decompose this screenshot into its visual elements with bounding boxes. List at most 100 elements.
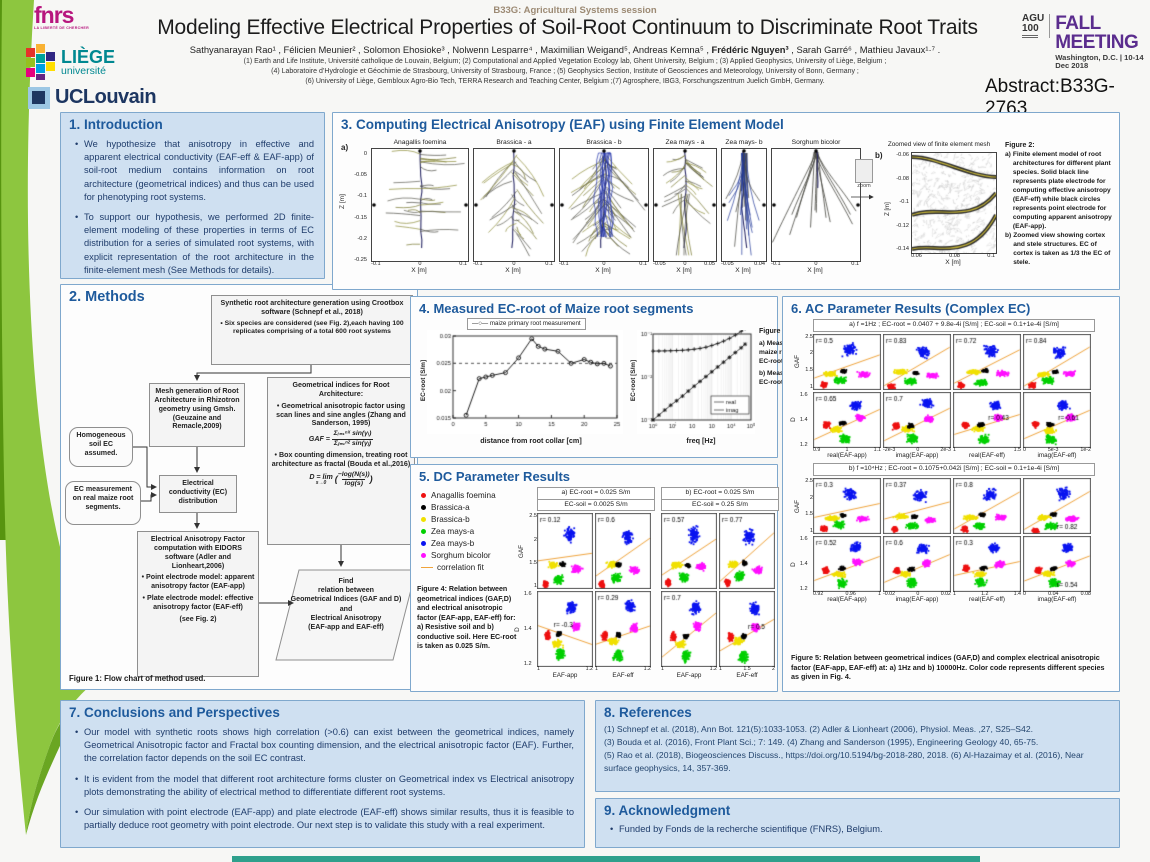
figure2-a-text: Finite element model of root architectur… (1013, 151, 1115, 231)
scatter-group-header: EC-soil = 0.25 S/m (661, 500, 779, 512)
intro-bullets: We hypothesize that anisotropy in effect… (61, 134, 324, 277)
flow-node-homogeneous: Homogeneous soil EC assumed. (69, 427, 133, 467)
scatter-panel-canvas (537, 513, 593, 589)
scatter-row: GAF 2.5 2 1.5 1 (791, 478, 1093, 534)
legend-label: Sorghum bicolor (431, 551, 491, 560)
zoom-box (855, 159, 873, 183)
fem-y-tick: -0.05 (354, 172, 367, 178)
mesh-canvas (911, 152, 997, 254)
authors-line: Sathyanarayan Rao¹ , Félicien Meunier² ,… (0, 44, 1130, 55)
scatter-y-label: D (514, 627, 521, 632)
legend-swatch (421, 529, 426, 534)
scatter-y-tick: 2.5 (805, 478, 813, 484)
legend-label: correlation fit (437, 563, 484, 572)
ac-group-wrap: b) f =10⁴Hz ; EC-root = 0.1075+0.042i [S… (791, 463, 1095, 603)
scatter-y-label: D (790, 417, 797, 422)
flow-node-eaf-note: (see Fig. 2) (141, 615, 255, 624)
scatter-y-ticks: 2.5 2 1.5 1 (804, 478, 813, 534)
ac-results-title: 6. AC Parameter Results (Complex EC) (783, 297, 1119, 316)
root-x-tick: -0.05 (721, 262, 734, 268)
scatter-y-tick: 1.5 (805, 367, 813, 373)
legend-item-0: Anagallis foemina (421, 491, 517, 500)
scatter-x-label: imag(EAF-eff) (1023, 453, 1091, 459)
mesh-x-tick: 0.06 (911, 254, 922, 260)
section-introduction: 1. Introduction We hypothesize that anis… (60, 112, 325, 279)
scatter-group-header: a) f =1Hz ; EC-root = 0.0407 + 9.8e-4i [… (813, 319, 1095, 332)
scatter-x-label: real(EAF-eff) (953, 597, 1021, 603)
section-acknowledgment: 9. Acknowledgment Funded by Fonds de la … (595, 798, 1120, 848)
figure2-caption: Figure 2: a) Finite element model of roo… (1005, 141, 1115, 268)
correlation-fit-swatch (421, 567, 433, 568)
scatter-y-axis: GAF 2.5 2 1.5 1 (515, 513, 537, 589)
poster-title: Modeling Effective Electrical Properties… (0, 16, 1135, 40)
root-x-label: X [m] (771, 268, 859, 275)
scatter-group-header: a) EC-root = 0.025 S/m (537, 487, 655, 500)
scatter-panel-canvas (537, 591, 593, 667)
scatter-y-axis: D 1.6 1.4 1.2 (515, 591, 537, 667)
legend-label: Anagallis foemina (431, 491, 496, 500)
section-fem: 3. Computing Electrical Anisotropy (EAF)… (332, 112, 1120, 290)
scatter-group-header: b) EC-root = 0.025 S/m (661, 487, 779, 500)
figure1-caption: Figure 1: Flow chart of method used. (69, 674, 205, 685)
legend-item-2: Brassica-b (421, 515, 517, 524)
fall-meeting-sub: Washington, D.C. | 10-14 Dec 2018 (1055, 54, 1150, 69)
scatter-y-label: GAF (794, 499, 801, 512)
figure2-b-label: b) (1005, 232, 1011, 268)
scatter-y-ticks: 1.6 1.4 1.2 (796, 536, 808, 592)
root-x-tick: 0.1 (459, 262, 467, 268)
scatter-panel-canvas (1023, 536, 1091, 592)
flow-node-eaf-bullet2: • Plate electrode model: effective aniso… (141, 594, 255, 612)
scatter-panel-canvas (595, 513, 651, 589)
scatter-x-label: imag(EAF-app) (883, 597, 951, 603)
legend-swatch (421, 553, 426, 558)
scatter-y-tick: 1.5 (805, 511, 813, 517)
mesh-y-label: Z [m] (885, 202, 891, 216)
fig3b-canvas (637, 330, 755, 434)
root-panel: Anagallis foemina -0.1 0 0.1 X [m] (371, 139, 469, 274)
scatter-y-tick: 1.4 (524, 626, 532, 632)
fem-y-ticks: 0 -0.05 -0.1 -0.15 -0.2 -0.25 (347, 151, 367, 263)
root-species-title: Zea mays - a (653, 139, 717, 148)
root-plot-canvas (721, 148, 767, 262)
scatter-y-axis: D 1.6 1.4 1.2 (791, 536, 813, 592)
fem-title: 3. Computing Electrical Anisotropy (EAF)… (333, 113, 1119, 132)
scatter-panel-canvas (883, 536, 951, 592)
figure2-a-label: a) (1005, 151, 1011, 231)
fem-y-tick: -0.1 (357, 193, 367, 199)
scatter-x-label: real(EAF-app) (813, 597, 881, 603)
scatter-y-axis: GAF 2.5 2 1.5 1 (791, 334, 813, 390)
scatter-x-label: EAF-app (537, 673, 593, 679)
affiliation-1: (1) Earth and Life Institute, Université… (0, 58, 1130, 65)
reference-lines: (1) Schnepf et al. (2018), Ann Bot. 121(… (596, 720, 1119, 775)
dc-scatter-grids: a) EC-root = 0.025 S/m EC-soil = 0.0025 S… (515, 487, 779, 679)
section-ac-results: 6. AC Parameter Results (Complex EC) a) … (782, 296, 1120, 692)
scatter-x-label: EAF-eff (595, 673, 651, 679)
legend-label: Brassica-a (431, 503, 470, 512)
root-species-title: Brassica - b (559, 139, 649, 148)
mesh-y-ticks: -0.06 -0.08 -0.1 -0.12 -0.14 (895, 152, 911, 252)
scatter-xlabels-row: EAF-app EAF-eff (537, 673, 653, 679)
legend-swatch (421, 493, 426, 498)
measured-ec-title: 4. Measured EC-root of Maize root segmen… (411, 297, 777, 316)
scatter-row: GAF 2.5 2 1.5 1 (515, 513, 653, 589)
intro-title: 1. Introduction (61, 113, 324, 132)
fall-meeting-text: FALL MEETING (1055, 14, 1150, 52)
scatter-row (661, 591, 777, 667)
section-dc-results: 5. DC Parameter Results Anagallis foemin… (410, 464, 778, 692)
uclouvain-logo-text: UCLouvain (55, 86, 156, 109)
legend-label: Brassica-b (431, 515, 470, 524)
scatter-xlabels-row: real(EAF-app) imag(EAF-app) real(EAF-eff) i… (813, 597, 1093, 603)
scatter-row: D 1.6 1.4 1.2 (791, 392, 1093, 448)
scatter-x-label: imag(EAF-eff) (1023, 597, 1091, 603)
flow-node-eaf-bullet1: • Point electrode model: apparent anisot… (141, 573, 255, 591)
flow-node-synthetic: Synthetic root architecture generation u… (211, 295, 413, 365)
scatter-y-tick: 1.2 (524, 661, 532, 667)
root-x-tick: -0.05 (653, 262, 666, 268)
affiliation-3: (6) University of Liège, Gembloux Agro-B… (0, 78, 1130, 85)
scatter-y-label: D (790, 562, 797, 567)
root-plot-canvas (473, 148, 555, 262)
scatter-y-tick: 1.4 (800, 417, 808, 423)
uclouvain-logo-icon (28, 87, 50, 109)
reference-line-2: (5) Rao et al. (2018), Biogeosciences Di… (604, 749, 1111, 775)
scatter-group: b) f =10⁴Hz ; EC-root = 0.1075+0.042i [S… (791, 463, 1095, 603)
